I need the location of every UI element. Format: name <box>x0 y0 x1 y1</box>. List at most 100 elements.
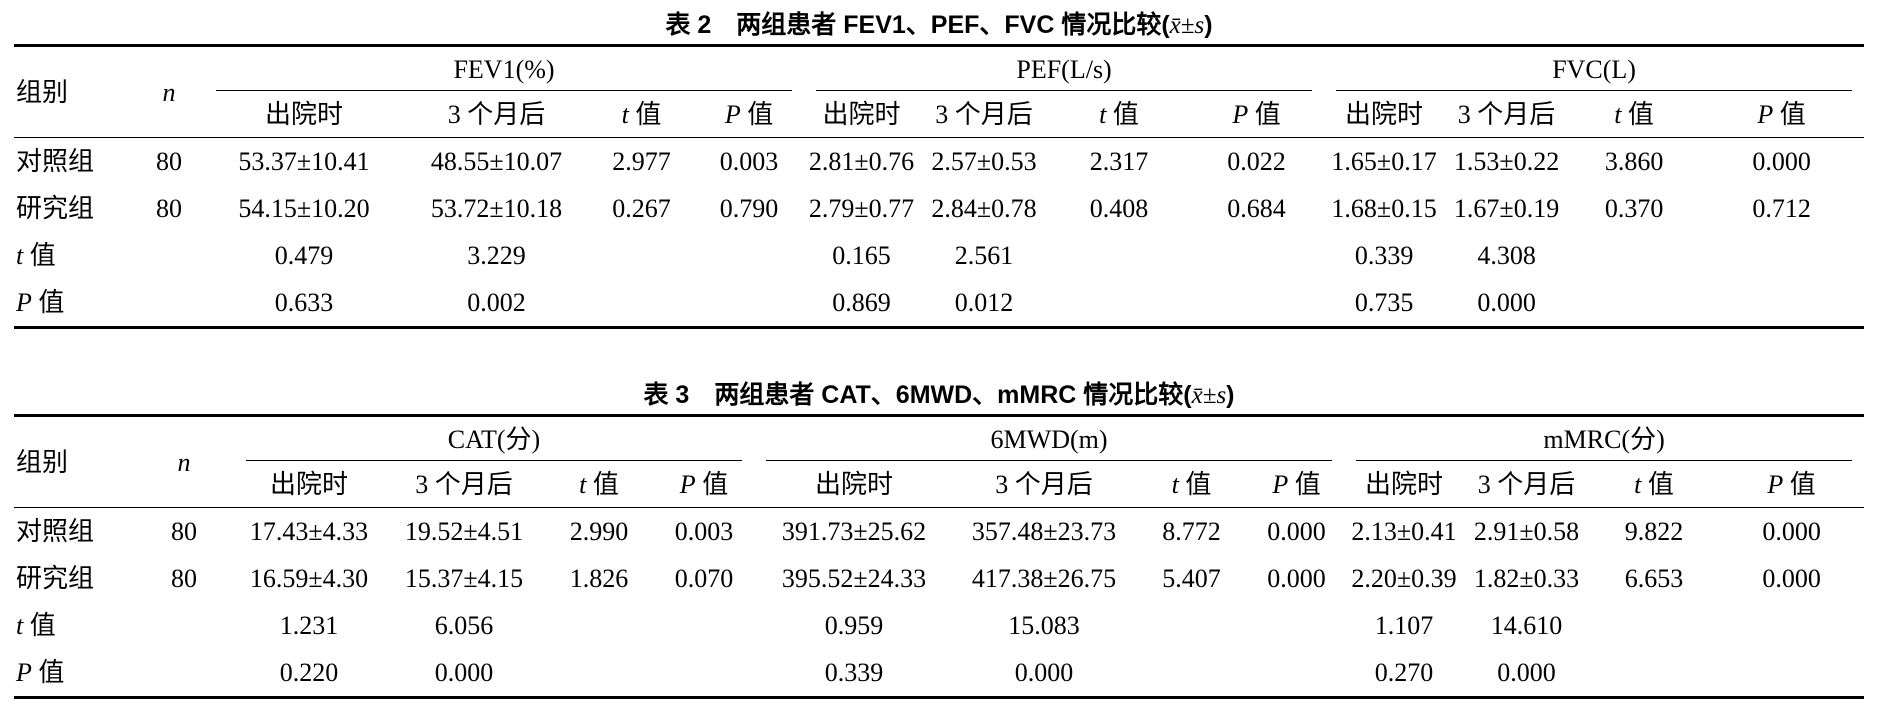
table-cell: 16.59±4.30 <box>249 564 369 593</box>
table-row: 对照组 80 53.37±10.41 48.55±10.07 2.977 0.0… <box>14 138 1864 186</box>
group-header-pef: PEF(L/s) <box>804 46 1324 93</box>
n-cell: 80 <box>156 194 182 223</box>
subheader: 出院时 <box>814 470 893 499</box>
table-cell: 0.267 <box>612 194 671 223</box>
table-cell <box>1249 649 1344 698</box>
table-cell: 2.20±0.39 <box>1351 564 1457 593</box>
subheader: t 值 <box>1634 470 1674 499</box>
subheader: P 值 <box>679 470 729 499</box>
n-cell <box>134 602 234 649</box>
header-row-sub: 出院时 3 个月后 t 值 P 值 出院时 3 个月后 t 值 P 值 出院时 … <box>14 462 1865 508</box>
table-cell: 1.65±0.17 <box>1331 147 1437 176</box>
table-cell: 0.000 <box>1497 658 1556 687</box>
table-cell <box>1569 232 1699 279</box>
n-header: n <box>177 447 191 477</box>
table-cell: 0.022 <box>1227 147 1286 176</box>
table-cell: 2.81±0.76 <box>808 147 915 176</box>
table-2-block: 表 2 两组患者 FEV1、PEF、FVC 情况比较(x̄±s) 组别 n FE… <box>14 6 1865 329</box>
table-cell <box>1134 602 1249 649</box>
subheader: P 值 <box>724 100 774 129</box>
table-cell: 0.408 <box>1089 194 1149 223</box>
n-cell <box>134 232 204 279</box>
caption-end: ) <box>1226 381 1235 409</box>
table-cell: 0.000 <box>1267 564 1326 593</box>
table-cell: 1.68±0.15 <box>1331 194 1437 223</box>
subheader: 出院时 <box>1365 470 1444 499</box>
table-cell <box>1589 649 1719 698</box>
subheader: P 值 <box>1272 470 1321 499</box>
table-3-block: 表 3 两组患者 CAT、6MWD、mMRC 情况比较(x̄±s) 组别 n C… <box>14 376 1865 699</box>
table-cell <box>589 279 694 328</box>
table-cell <box>544 602 654 649</box>
table-cell: 0.000 <box>434 658 494 687</box>
table-cell: 54.15±10.20 <box>238 194 370 223</box>
subheader: t 值 <box>579 470 619 499</box>
table-cell: 417.38±26.75 <box>971 564 1117 593</box>
table-cell <box>694 279 804 328</box>
subheader: 3 个月后 <box>415 470 513 499</box>
table-cell: 0.070 <box>674 564 734 593</box>
subheader: 3 个月后 <box>1457 100 1556 129</box>
n-cell: 80 <box>171 517 197 546</box>
subheader: t 值 <box>621 100 662 129</box>
group-header: 组别 <box>16 77 69 107</box>
subheader: 出院时 <box>1345 100 1424 129</box>
table-cell: 5.407 <box>1162 564 1221 593</box>
row-label: 研究组 <box>16 194 95 223</box>
row-label: 对照组 <box>16 147 95 176</box>
subheader: 出院时 <box>264 100 343 129</box>
table-cell: 0.165 <box>832 241 891 270</box>
table-cell: 0.220 <box>279 658 339 687</box>
subheader: 3 个月后 <box>1477 470 1576 499</box>
subheader: t 值 <box>1614 100 1654 129</box>
table-cell: 0.012 <box>954 288 1014 317</box>
table-cell: 0.000 <box>1267 517 1326 546</box>
row-label: P 值 <box>16 288 65 317</box>
subheader: t 值 <box>1099 100 1139 129</box>
group-header-fvc: FVC(L) <box>1324 46 1864 93</box>
table-cell: 2.317 <box>1089 147 1149 176</box>
table-cell <box>1134 649 1249 698</box>
table-cell: 2.91±0.58 <box>1473 517 1580 546</box>
n-cell <box>134 279 204 328</box>
table-cell: 357.48±23.73 <box>971 517 1117 546</box>
caption-text: 表 2 两组患者 FEV1、PEF、FVC 情况比较( <box>665 11 1170 39</box>
caption-end: ) <box>1204 11 1213 39</box>
table-cell: 15.37±4.15 <box>404 564 524 593</box>
table-cell: 15.083 <box>1008 611 1080 640</box>
row-label: 对照组 <box>16 517 95 546</box>
comparison-table: 组别 n CAT(分) 6MWD(m) mMRC(分) 出院时 3 个月后 t … <box>14 414 1865 699</box>
table-cell: 395.52±24.33 <box>781 564 927 593</box>
table-cell <box>1049 232 1189 279</box>
table-cell: 3.229 <box>467 241 526 270</box>
table-cell: 1.826 <box>569 564 629 593</box>
table-cell: 0.959 <box>824 611 884 640</box>
table-cell: 0.002 <box>467 288 526 317</box>
table-cell: 0.339 <box>824 658 884 687</box>
subheader: 出院时 <box>822 100 901 129</box>
table-cell: 53.37±10.41 <box>238 147 370 176</box>
subheader: 3 个月后 <box>447 100 546 129</box>
table-cell <box>654 602 754 649</box>
comparison-table: 组别 n FEV1(%) PEF(L/s) FVC(L) 出院时 3 个月后 t… <box>14 44 1865 329</box>
table-cell: 8.772 <box>1162 517 1221 546</box>
table-row: t 值 1.231 6.056 0.959 15.083 1.107 14.61… <box>14 602 1864 649</box>
table-cell <box>654 649 754 698</box>
subheader: 3 个月后 <box>935 100 1033 129</box>
table-cell <box>1049 279 1189 328</box>
table-cell: 0.000 <box>1752 147 1811 176</box>
table-cell: 2.57±0.53 <box>931 147 1037 176</box>
table-cell: 2.977 <box>612 147 671 176</box>
table-cell: 0.003 <box>674 517 734 546</box>
table-cell: 1.67±0.19 <box>1453 194 1560 223</box>
table-cell: 9.822 <box>1624 517 1684 546</box>
group-header: 组别 <box>16 447 69 477</box>
table-cell: 0.003 <box>719 147 779 176</box>
table-cell: 1.82±0.33 <box>1473 564 1580 593</box>
table-row: 研究组 80 16.59±4.30 15.37±4.15 1.826 0.070… <box>14 555 1864 602</box>
table-cell <box>694 232 804 279</box>
table-cell <box>1719 602 1864 649</box>
table-cell: 0.000 <box>1477 288 1536 317</box>
n-cell: 80 <box>156 147 182 176</box>
table-cell: 2.79±0.77 <box>808 194 915 223</box>
